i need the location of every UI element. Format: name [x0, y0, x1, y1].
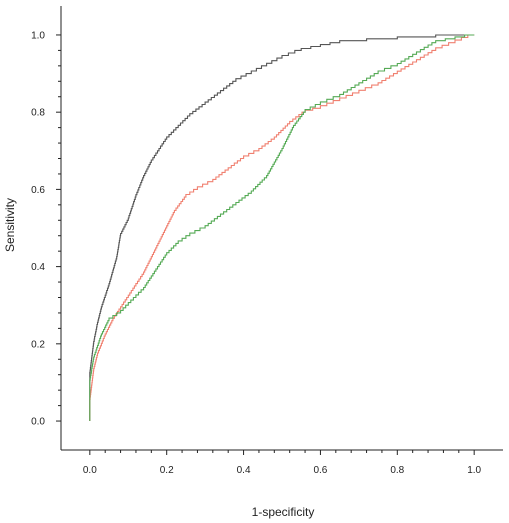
x-axis-ticks: 0.0 0.2 0.4 0.6 0.8 1.0 — [83, 450, 482, 476]
plot-frame — [60, 6, 503, 451]
x-tick-label: 0.4 — [237, 465, 251, 476]
x-tick-label: 0.2 — [160, 465, 174, 476]
x-tick-label: 0.8 — [390, 465, 404, 476]
x-tick-label: 1.0 — [467, 465, 481, 476]
series-layer — [89, 34, 475, 421]
series-line-1 — [89, 34, 475, 421]
x-tick-label: 0.6 — [313, 465, 327, 476]
x-axis-title: 1-specificity — [252, 505, 315, 519]
y-tick-label: 0.0 — [31, 417, 45, 428]
y-axis-title: Sensitivity — [3, 198, 17, 252]
x-tick-label: 0.0 — [83, 465, 97, 476]
y-tick-label: 0.8 — [31, 108, 45, 119]
y-tick-label: 1.0 — [31, 30, 45, 41]
y-tick-label: 0.6 — [31, 185, 45, 196]
y-tick-label: 0.4 — [31, 262, 45, 273]
series-line-3 — [89, 34, 475, 421]
series-line-2 — [89, 34, 475, 421]
y-axis-ticks: 0.0 0.2 0.4 0.6 0.8 1.0 — [31, 30, 61, 428]
y-tick-label: 0.2 — [31, 339, 45, 350]
